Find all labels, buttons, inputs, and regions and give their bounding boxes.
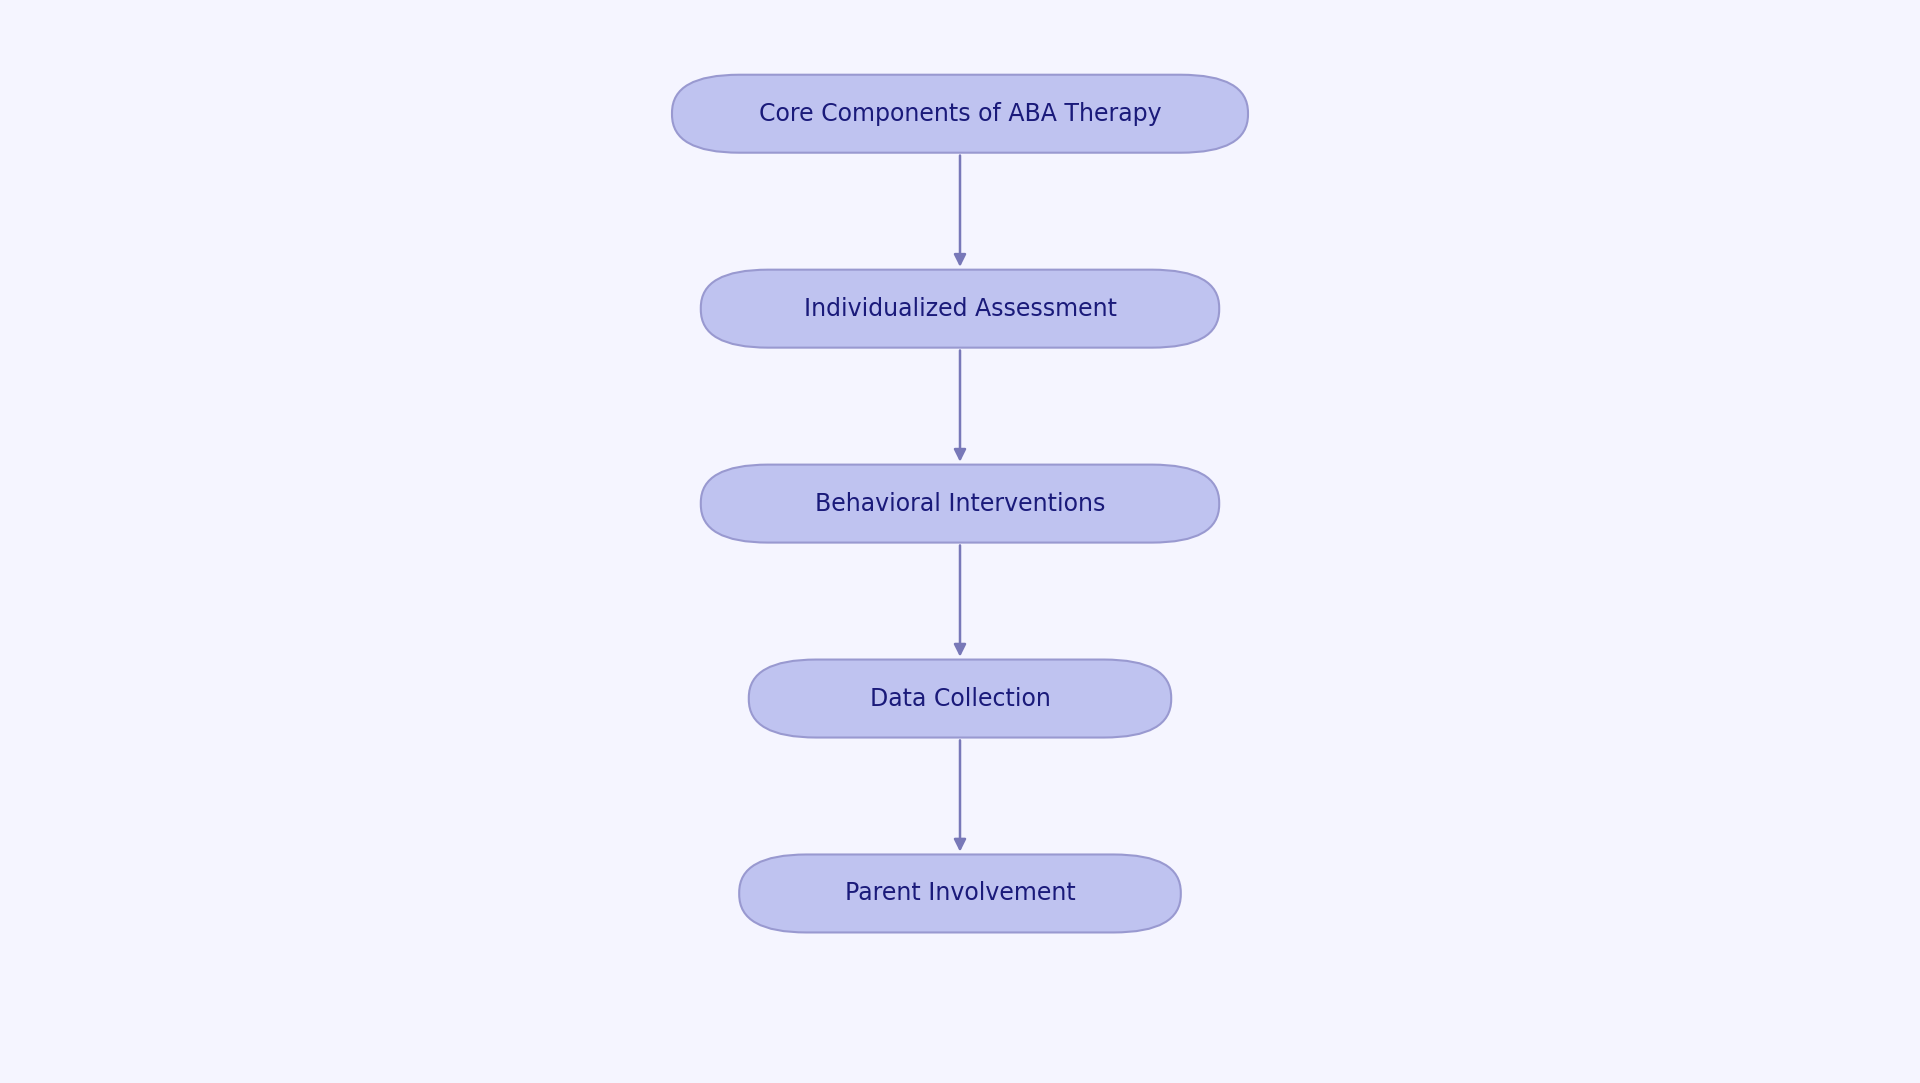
Text: Core Components of ABA Therapy: Core Components of ABA Therapy — [758, 102, 1162, 126]
FancyBboxPatch shape — [672, 75, 1248, 153]
FancyBboxPatch shape — [701, 465, 1219, 543]
FancyBboxPatch shape — [701, 270, 1219, 348]
Text: Parent Involvement: Parent Involvement — [845, 882, 1075, 905]
Text: Individualized Assessment: Individualized Assessment — [803, 297, 1117, 321]
FancyBboxPatch shape — [739, 854, 1181, 932]
Text: Behavioral Interventions: Behavioral Interventions — [814, 492, 1106, 516]
FancyBboxPatch shape — [749, 660, 1171, 738]
Text: Data Collection: Data Collection — [870, 687, 1050, 710]
